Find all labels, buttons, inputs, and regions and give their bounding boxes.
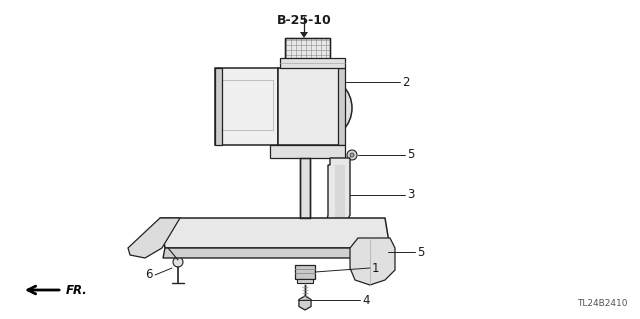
Circle shape xyxy=(182,237,188,243)
Text: FR.: FR. xyxy=(66,284,88,296)
Circle shape xyxy=(175,242,181,248)
Polygon shape xyxy=(320,158,350,245)
Circle shape xyxy=(292,61,298,65)
Circle shape xyxy=(288,76,352,140)
Polygon shape xyxy=(215,68,222,145)
Polygon shape xyxy=(215,68,278,145)
Text: 6: 6 xyxy=(145,269,153,281)
Circle shape xyxy=(307,61,312,65)
Circle shape xyxy=(242,101,250,109)
Ellipse shape xyxy=(197,226,239,240)
Polygon shape xyxy=(270,145,345,158)
Polygon shape xyxy=(299,296,311,310)
Circle shape xyxy=(298,86,342,130)
Polygon shape xyxy=(160,218,390,248)
Circle shape xyxy=(317,105,323,111)
Circle shape xyxy=(347,150,357,160)
Circle shape xyxy=(310,98,330,118)
Polygon shape xyxy=(338,68,345,145)
Polygon shape xyxy=(350,238,395,285)
Text: 5: 5 xyxy=(407,149,414,161)
Polygon shape xyxy=(297,279,313,283)
Text: 3: 3 xyxy=(407,189,414,202)
Circle shape xyxy=(175,225,181,231)
Circle shape xyxy=(289,42,294,48)
Bar xyxy=(295,265,315,279)
Polygon shape xyxy=(335,165,345,230)
Circle shape xyxy=(378,247,385,254)
Circle shape xyxy=(312,42,317,48)
Circle shape xyxy=(380,250,384,254)
Polygon shape xyxy=(300,32,308,38)
Text: 2: 2 xyxy=(402,76,410,88)
Circle shape xyxy=(376,247,387,257)
Circle shape xyxy=(350,153,354,157)
Polygon shape xyxy=(278,68,345,145)
Text: TL24B2410: TL24B2410 xyxy=(577,299,628,308)
Polygon shape xyxy=(128,218,180,258)
Circle shape xyxy=(343,225,361,243)
Polygon shape xyxy=(280,58,345,68)
Polygon shape xyxy=(285,38,330,60)
Ellipse shape xyxy=(271,225,309,239)
Text: 4: 4 xyxy=(362,293,369,307)
Circle shape xyxy=(323,61,328,65)
Circle shape xyxy=(289,53,294,57)
Circle shape xyxy=(312,53,317,57)
Circle shape xyxy=(173,257,183,267)
Text: B-25-10: B-25-10 xyxy=(276,14,332,27)
Text: 1: 1 xyxy=(372,262,380,275)
Text: 5: 5 xyxy=(417,246,424,258)
Polygon shape xyxy=(163,248,390,258)
Circle shape xyxy=(364,256,372,264)
Bar xyxy=(300,158,310,218)
